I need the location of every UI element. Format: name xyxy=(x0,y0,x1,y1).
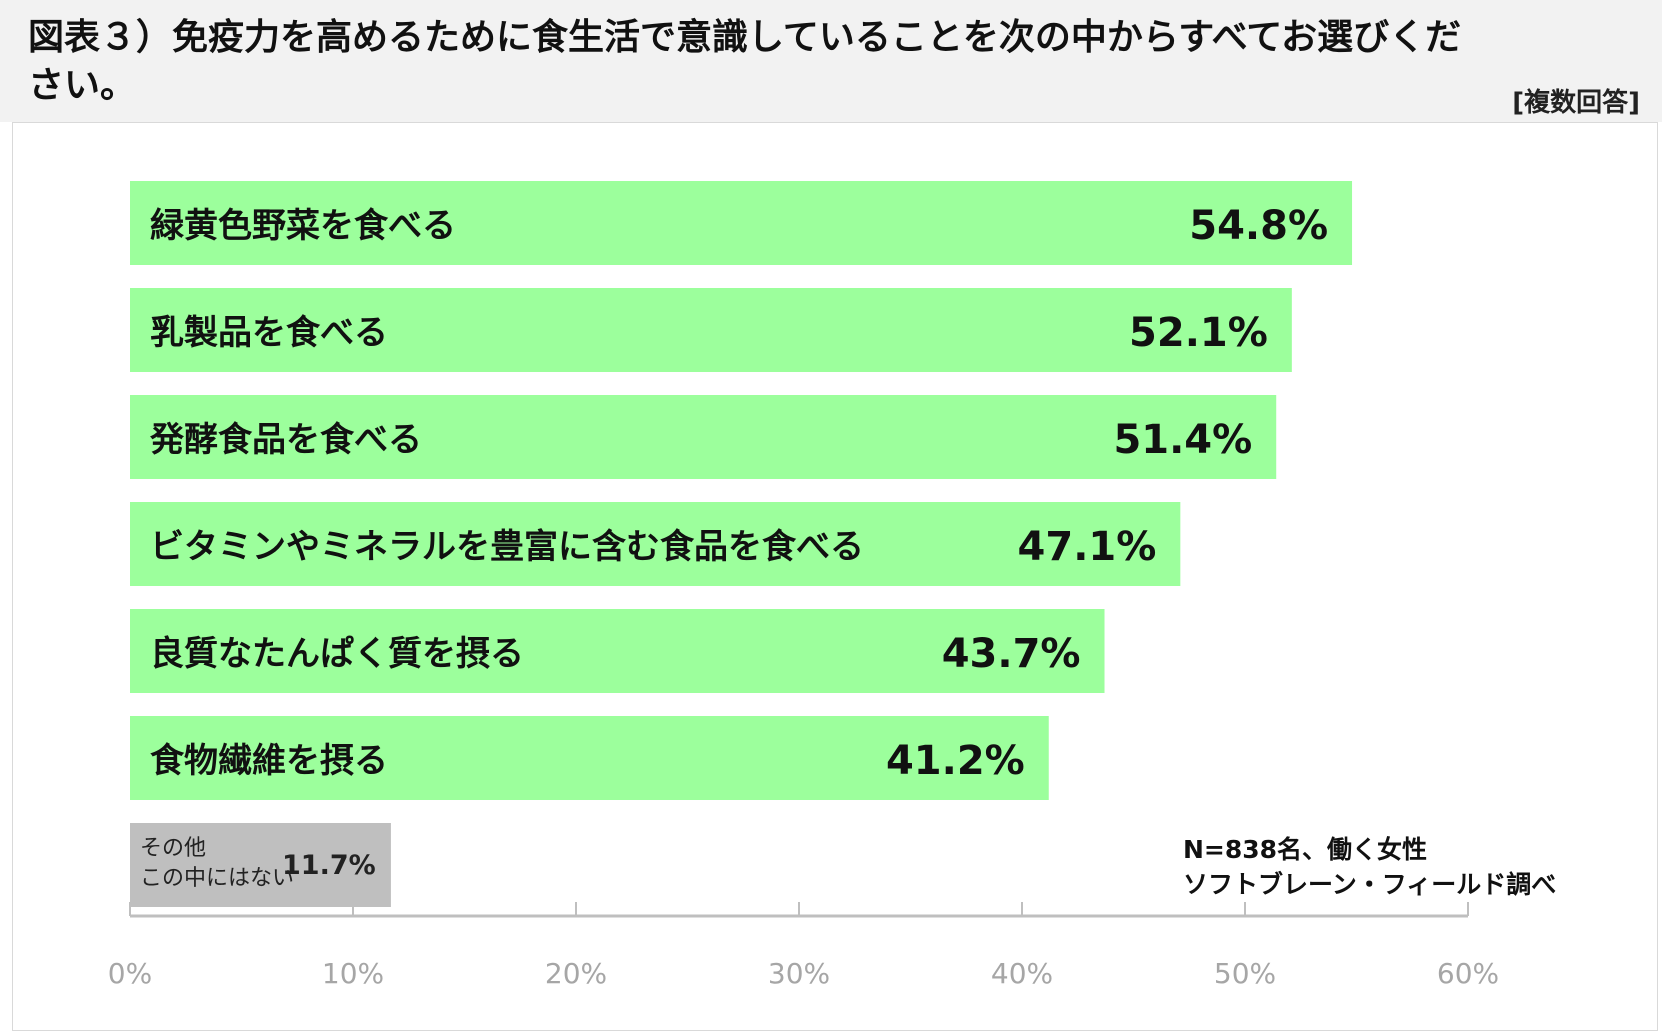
category-label-4: ビタミンやミネラルを豊富に含む食品を食べる xyxy=(150,527,864,567)
source-researcher: ソフトブレーン・フィールド調べ xyxy=(1183,870,1557,899)
bar-7 xyxy=(130,823,391,907)
x-tick-label-40: 40% xyxy=(991,957,1053,990)
chart-title: 図表３）免疫力を高めるために食生活で意識していることを次の中からすべてお選びくだ… xyxy=(28,17,1462,106)
x-tick-label-10: 10% xyxy=(322,957,384,990)
bar-4 xyxy=(130,502,1181,586)
chart-header: 図表３）免疫力を高めるために食生活で意識していることを次の中からすべてお選びくだ… xyxy=(0,0,1662,122)
x-tick-label-60: 60% xyxy=(1437,957,1499,990)
bar-3 xyxy=(130,395,1277,479)
x-tick-label-30: 30% xyxy=(768,957,830,990)
x-tick-label-20: 20% xyxy=(545,957,607,990)
bar-2 xyxy=(130,288,1292,372)
bar-5 xyxy=(130,609,1105,693)
bar-1 xyxy=(130,181,1353,265)
value-label-2: 52.1% xyxy=(1129,310,1268,356)
source-note: N=838名、働く女性 ソフトブレーン・フィールド調べ xyxy=(1183,832,1556,902)
value-label-1: 54.8% xyxy=(1189,203,1328,249)
category-label-3: 発酵食品を食べる xyxy=(150,420,422,460)
value-label-7: 11.7% xyxy=(282,850,376,881)
category-label-2: 乳製品を食べる xyxy=(150,313,388,353)
category-label-7-line-1: その他 xyxy=(140,836,206,861)
bar-6 xyxy=(130,716,1049,800)
category-label-1: 緑黄色野菜を食べる xyxy=(150,206,456,246)
value-label-6: 41.2% xyxy=(886,738,1025,784)
category-label-5: 良質なたんぱく質を摂る xyxy=(150,634,524,674)
x-tick-label-50: 50% xyxy=(1214,957,1276,990)
category-label-7-line-2: この中にはない xyxy=(140,866,294,891)
multiple-answer-note: [複数回答] xyxy=(1512,88,1640,118)
category-label-6: 食物繊維を摂る xyxy=(150,741,388,781)
x-tick-label-0: 0% xyxy=(108,957,152,990)
value-label-4: 47.1% xyxy=(1018,524,1157,570)
value-label-3: 51.4% xyxy=(1113,417,1252,463)
chart-frame xyxy=(12,122,1658,1031)
value-label-5: 43.7% xyxy=(942,631,1081,677)
source-sample: N=838名、働く女性 xyxy=(1183,835,1428,864)
